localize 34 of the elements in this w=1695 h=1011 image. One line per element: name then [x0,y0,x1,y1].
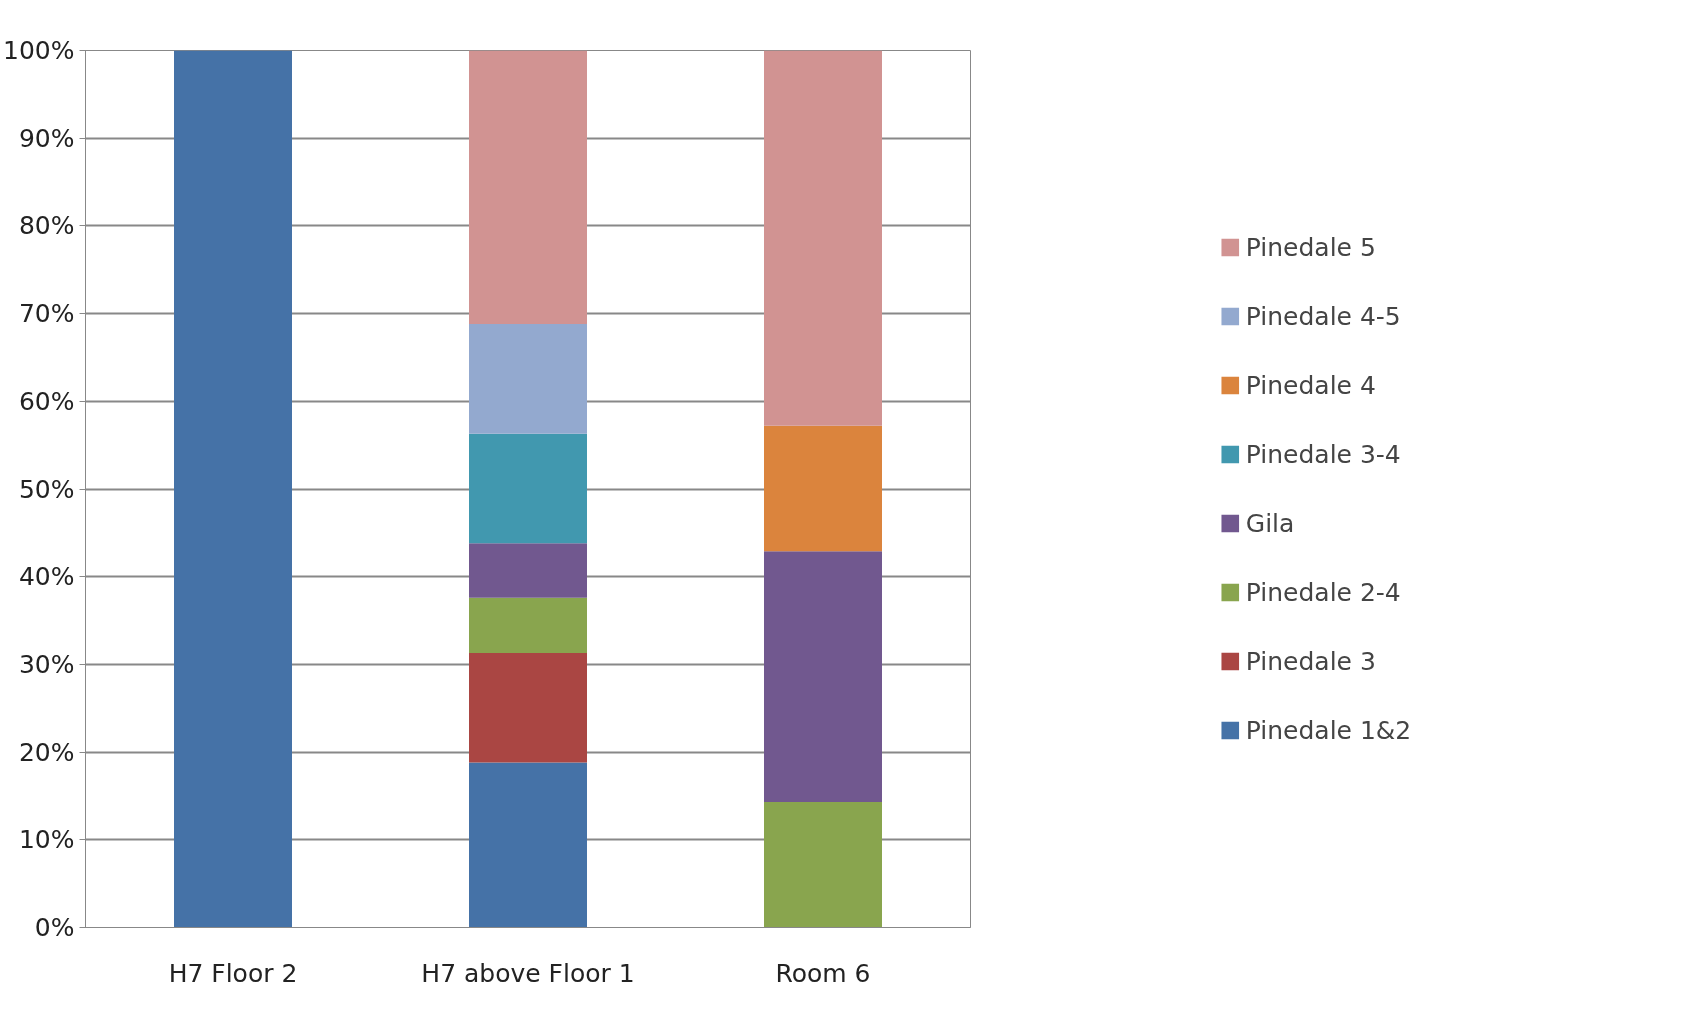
legend-label: Pinedale 3-4 [1245,439,1401,469]
y-tick-label: 50% [18,474,75,504]
legend-label: Pinedale 2-4 [1245,577,1401,607]
y-tick-label: 60% [18,386,75,416]
y-tick-label: 40% [18,562,75,592]
y-tick-label: 80% [18,211,75,241]
bar [469,653,587,763]
bar [469,543,587,598]
y-tick-label: 0% [34,913,75,942]
legend-label: Gila [1245,508,1295,538]
bar [469,324,587,434]
legend-label: Pinedale 4 [1245,370,1376,400]
y-tick-label: 100% [3,36,75,65]
legend-label: Pinedale 4-5 [1245,301,1401,331]
y-tick-label: 10% [18,825,75,855]
x-tick-label: H7 Floor 2 [168,958,298,988]
y-tick-label: 70% [18,299,75,329]
y-tick-label: 30% [18,649,75,679]
bar [764,802,882,928]
y-tick-label: 20% [18,737,75,767]
bar [469,597,587,653]
bar [469,50,587,325]
bar [469,433,587,544]
bar [469,762,587,928]
bar [174,50,292,928]
x-tick-label: H7 above Floor 1 [421,958,635,988]
legend-label: Pinedale 5 [1245,232,1376,262]
bar [764,551,882,803]
legend-label: Pinedale 1&2 [1245,715,1412,745]
y-tick-label: 90% [18,123,75,153]
legend-label: Pinedale 3 [1245,646,1376,676]
bar [764,425,882,552]
x-tick-label: Room 6 [775,958,871,988]
bar [764,50,882,426]
